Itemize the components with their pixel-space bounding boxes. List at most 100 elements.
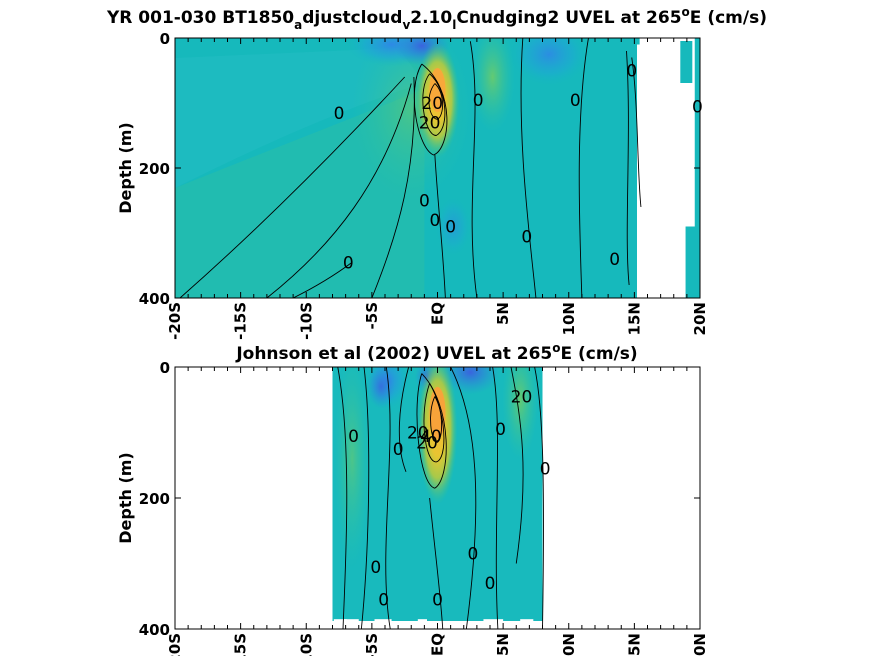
panel-2: 002040200200000000200400-20S-15S-10S-5SE… xyxy=(116,341,709,656)
title-part: l xyxy=(452,18,456,32)
contour-line xyxy=(360,367,370,629)
x-tick-label: 10N xyxy=(560,633,578,656)
y-tick-label: 200 xyxy=(139,160,170,178)
contour-label: 0 xyxy=(495,420,506,440)
y-tick-label: 0 xyxy=(160,30,170,48)
contour-label: 0 xyxy=(692,97,703,117)
title-part: o xyxy=(682,5,690,19)
x-tick-label: EQ xyxy=(429,302,447,325)
y-axis-label: Depth (m) xyxy=(116,122,135,214)
title-part: 2.10 xyxy=(410,8,452,28)
x-tick-label: -5S xyxy=(363,302,381,329)
title-part: Johnson et al (2002) UVEL at 265 xyxy=(235,344,552,364)
contours-2 xyxy=(337,367,544,629)
x-tick-label: EQ xyxy=(429,633,447,656)
contour-line xyxy=(371,76,415,298)
contour-label: 0 xyxy=(521,227,532,247)
obs-gap-4 xyxy=(483,619,504,629)
x-tick-label: -10S xyxy=(297,633,315,656)
contour-line xyxy=(578,38,589,298)
x-tick-label: -15S xyxy=(232,302,250,340)
x-tick-label: -15S xyxy=(232,633,250,656)
contour-line xyxy=(626,50,630,286)
title-part: o xyxy=(552,341,560,355)
obs-gap-2 xyxy=(374,619,392,629)
undercurrent-max xyxy=(429,68,446,112)
contour-label: 0 xyxy=(343,253,354,273)
contour-label: 20 xyxy=(407,424,429,444)
contour-line xyxy=(416,373,447,489)
obs-gap-3 xyxy=(417,619,427,629)
contour-line xyxy=(429,497,444,629)
contour-label: 0 xyxy=(445,218,456,238)
contour-label: 40 xyxy=(420,427,442,447)
contour-line xyxy=(413,63,448,156)
x-tick-label: -5S xyxy=(363,633,381,656)
obs-green-east xyxy=(502,367,539,460)
contour-line xyxy=(510,367,524,564)
contour-line xyxy=(398,367,410,472)
contour-line xyxy=(430,396,443,443)
contour-label: 0 xyxy=(393,440,404,460)
x-tick-label: -20S xyxy=(166,633,184,656)
contour-label: 0 xyxy=(419,192,430,212)
obs-gap-0 xyxy=(333,619,347,629)
contour-label: 0 xyxy=(485,574,496,594)
velocity-field-1 xyxy=(175,38,700,298)
x-tick-label: 15N xyxy=(625,302,643,335)
contour-line xyxy=(337,367,348,629)
contour-label: 0 xyxy=(370,558,381,578)
contour-label: 20 xyxy=(511,387,533,407)
title-part: Cnudging2 UVEL at 265 xyxy=(456,8,681,28)
contour-line xyxy=(469,41,478,298)
x-tick-label: 20N xyxy=(691,633,709,656)
obs-gap-1 xyxy=(343,619,359,629)
contour-line xyxy=(266,83,412,298)
missing-data-edge xyxy=(637,44,643,298)
contour-line xyxy=(434,154,446,298)
contour-label: 0 xyxy=(570,91,581,111)
contour-line xyxy=(450,367,477,629)
contour-label: 0 xyxy=(432,591,443,611)
contours-1 xyxy=(179,38,642,298)
x-tick-label: -20S xyxy=(166,302,184,340)
contour-label: 0 xyxy=(378,591,389,611)
contour-line xyxy=(520,38,537,298)
contour-line xyxy=(534,367,544,629)
contour-line xyxy=(422,73,446,136)
y-axis-label: Depth (m) xyxy=(116,452,135,544)
chart-title: YR 001-030 BT1850adjustcloudv2.10lCnudgi… xyxy=(106,5,767,32)
contour-label: 0 xyxy=(429,211,440,231)
contour-line xyxy=(492,367,499,629)
x-tick-label: 20N xyxy=(691,302,709,335)
y-tick-label: 200 xyxy=(139,490,170,508)
title-part: a xyxy=(294,18,302,32)
contour-label: 0 xyxy=(468,545,479,565)
contour-line xyxy=(292,261,353,298)
title-part: E (cm/s) xyxy=(560,344,637,364)
y-tick-label: 0 xyxy=(160,359,170,377)
x-tick-label: 5N xyxy=(494,633,512,656)
x-tick-label: 5N xyxy=(494,302,512,325)
x-tick-label: 15N xyxy=(625,633,643,656)
title-part: E (cm/s) xyxy=(690,8,767,28)
contour-label: 20 xyxy=(421,94,443,114)
x-tick-label: -10S xyxy=(297,302,315,340)
data-strip-top xyxy=(680,41,693,83)
contour-label: 0 xyxy=(540,460,551,480)
y-tick-label: 400 xyxy=(139,621,170,639)
velocity-field-2 xyxy=(175,367,700,629)
contour-label: 0 xyxy=(609,250,620,270)
contour-label: 20 xyxy=(416,433,438,453)
contour-line xyxy=(385,367,391,629)
x-tick-label: 10N xyxy=(560,302,578,335)
obs-gap-5 xyxy=(520,619,534,629)
contour-label: 0 xyxy=(473,91,484,111)
obs-blue-east xyxy=(440,367,501,395)
field-blue-north xyxy=(509,38,590,87)
contour-label: 20 xyxy=(419,114,441,134)
contour-line xyxy=(428,83,444,120)
contour-line xyxy=(631,57,642,208)
